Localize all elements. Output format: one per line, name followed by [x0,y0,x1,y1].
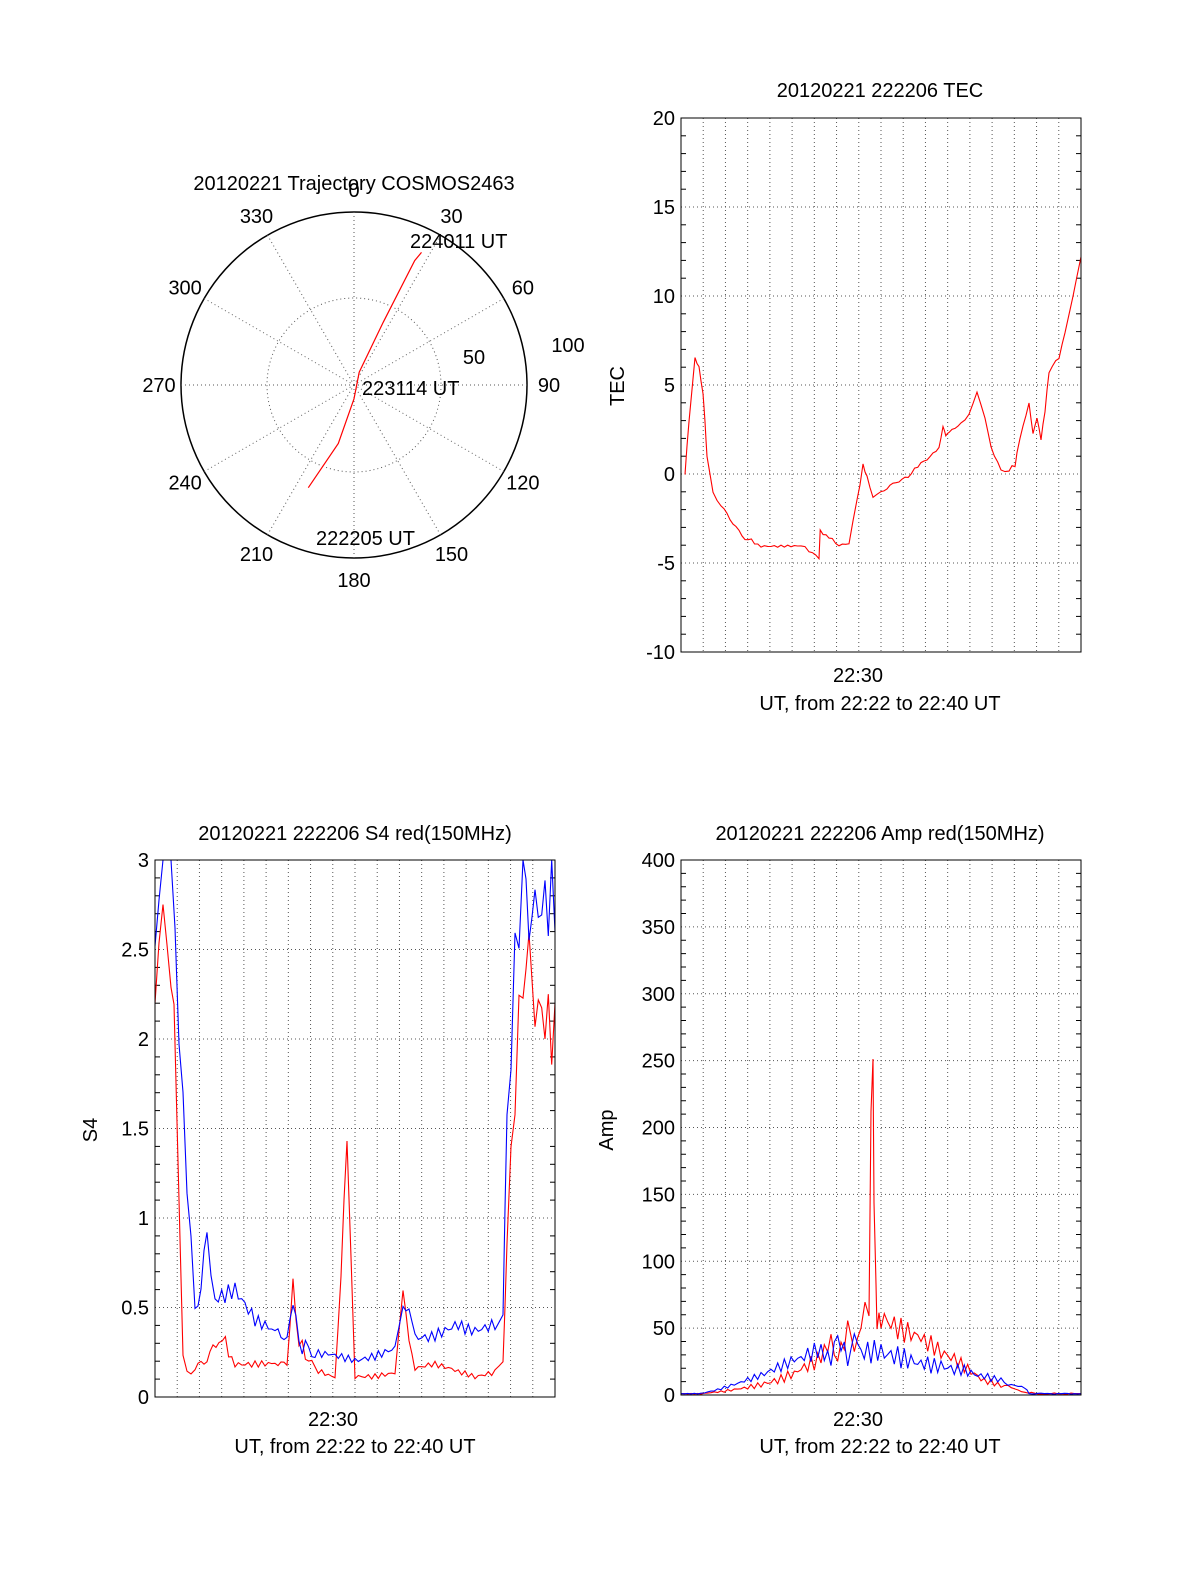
s4-grid [155,860,555,1397]
polar-annotation-start: 222205 UT [316,528,415,550]
tec-y-tick-label: -5 [657,553,675,575]
amp-x-tick-label: 22:30 [833,1409,883,1431]
amp-grid [681,860,1081,1395]
s4-y-tick-label: 2 [138,1029,149,1051]
polar-spoke [267,234,355,386]
polar-angle-label: 0 [348,180,359,202]
tec-y-tick-label: 5 [664,375,675,397]
polar-angle-label: 120 [506,473,539,495]
polar-trajectory-line [307,252,422,489]
polar-angle-label: 90 [538,375,560,397]
polar-angle-label: 330 [240,206,273,228]
tec-y-tick-label: -10 [646,642,675,664]
amp-series-line [680,1058,1082,1395]
s4-series-line [154,859,556,1364]
polar-angle-label: 210 [240,544,273,566]
s4-series-line [154,904,556,1380]
tec-x-axis-label: UT, from 22:22 to 22:40 UT [759,693,1000,715]
polar-angle-label: 270 [142,375,175,397]
amp-series-line [680,1331,1082,1395]
polar-spoke [353,384,505,472]
amp-y-tick-label: 300 [642,984,675,1006]
s4-x-axis-label: UT, from 22:22 to 22:40 UT [234,1436,475,1458]
amp-y-ticks: 400 350 300 250 200 150 100 50 0 [642,850,1081,1407]
amp-y-tick-label: 100 [642,1251,675,1273]
amp-y-tick-label: 200 [642,1118,675,1140]
tec-title: 20120221 222206 TEC [777,80,983,102]
polar-annotation-end: 224011 UT [410,231,507,253]
polar-spoke [203,298,355,386]
s4-y-tick-label: 3 [138,850,149,872]
amp-y-tick-label: 350 [642,917,675,939]
polar-spoke [353,298,505,386]
tec-x-tick-label: 22:30 [833,665,883,687]
amp-y-axis-label: Amp [596,1109,618,1150]
polar-angle-label: 300 [168,278,201,300]
tec-y-tick-label: 0 [664,464,675,486]
polar-radius-label-100: 100 [551,335,584,357]
s4-x-tick-label: 22:30 [308,1409,358,1431]
s4-y-tick-label: 1.5 [121,1119,149,1141]
amp-x-axis-label: UT, from 22:22 to 22:40 UT [759,1436,1000,1458]
s4-chart: 20120221 222206 S4 red(150MHz) 3 2.5 2 1.5 1… [80,823,556,1458]
polar-angle-label: 240 [168,473,201,495]
amp-plot-frame [680,859,1082,1396]
polar-angle-labels: 0 30 60 90 120 150 180 210 240 270 300 330 [142,180,560,592]
s4-y-tick-label: 0 [138,1387,149,1409]
amp-title: 20120221 222206 Amp red(150MHz) [715,823,1044,845]
s4-y-tick-label: 0.5 [121,1298,149,1320]
amp-y-tick-label: 0 [664,1385,675,1407]
s4-y-tick-label: 2.5 [121,940,149,962]
tec-y-tick-label: 10 [653,286,675,308]
polar-angle-label: 60 [512,278,534,300]
polar-angle-label: 30 [440,206,462,228]
polar-radius-label-50: 50 [463,347,485,369]
amp-series [680,1058,1082,1395]
tec-series [684,256,1082,561]
tec-y-ticks: 20 15 10 5 0 -5 -10 [646,108,1081,664]
polar-angle-label: 150 [435,544,468,566]
tec-y-tick-label: 15 [653,197,675,219]
polar-spoke [353,384,441,536]
amp-y-tick-label: 400 [642,850,675,872]
polar-spoke [203,384,355,472]
s4-series [154,859,556,1380]
s4-y-axis-label: S4 [80,1118,102,1142]
amp-y-tick-label: 50 [653,1318,675,1340]
tec-y-tick-label: 20 [653,108,675,130]
polar-chart: 20120221 Trajectory COSMOS2463 0 30 60 90 12… [142,173,584,592]
tec-grid [681,118,1081,652]
polar-spoke [353,234,441,386]
s4-y-tick-label: 1 [138,1208,149,1230]
polar-spoke [267,384,355,536]
polar-inner-circle [266,297,442,473]
polar-annotation-mid: 223114 UT [362,378,459,400]
s4-title: 20120221 222206 S4 red(150MHz) [198,823,512,845]
polar-title: 20120221 Trajectory COSMOS2463 [193,173,514,195]
polar-spokes [181,212,527,558]
tec-series-line [684,256,1082,561]
amp-chart: 20120221 222206 Amp red(150MHz) 400 350 30… [596,823,1082,1458]
amp-y-tick-label: 150 [642,1184,675,1206]
amp-y-tick-label: 250 [642,1051,675,1073]
tec-y-axis-label: TEC [607,366,629,406]
polar-angle-label: 180 [337,570,370,592]
tec-plot-frame [680,117,1082,653]
s4-plot-frame [154,859,556,1398]
s4-y-ticks: 3 2.5 2 1.5 1 0.5 0 [121,850,555,1409]
